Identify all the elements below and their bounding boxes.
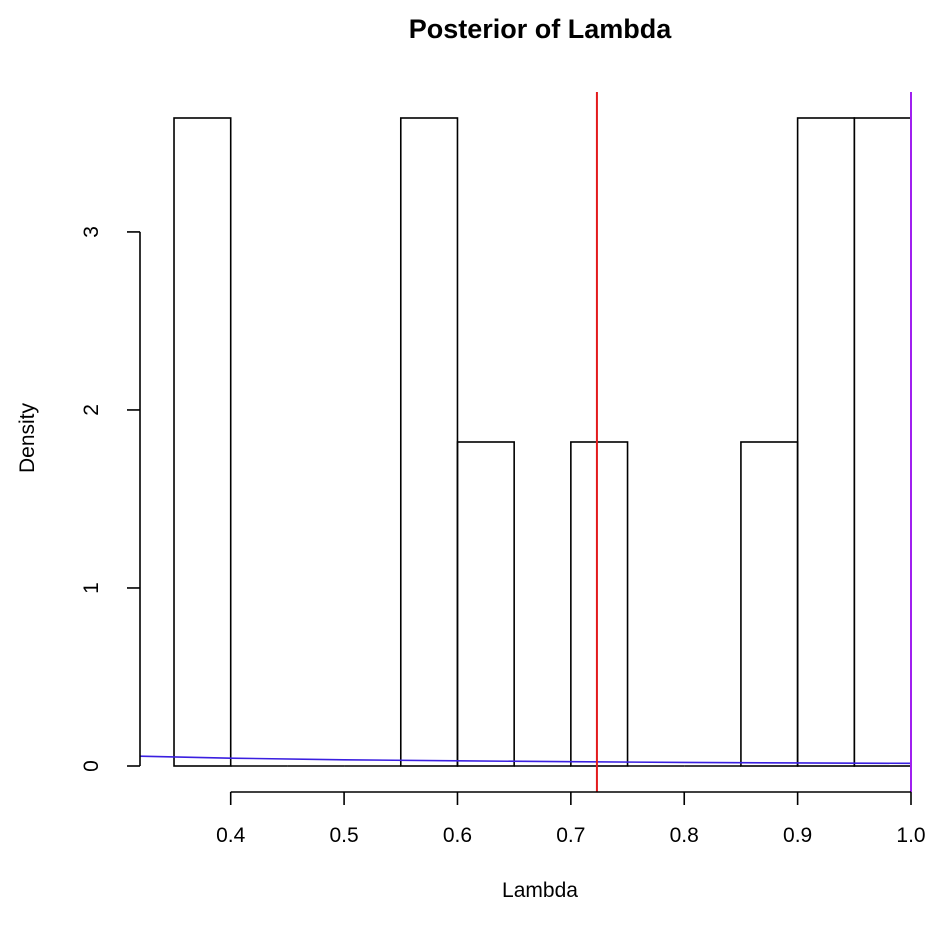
histogram-bar-13 (853, 117, 912, 767)
histogram-bar-5 (399, 117, 459, 767)
x-tick-label: 0.4 (216, 824, 246, 847)
y-tick-label: 2 (80, 404, 103, 416)
y-tick-label: 0 (80, 760, 103, 772)
reference-lines (595, 92, 912, 792)
density-curve-group (139, 755, 912, 765)
histogram-bar-11 (740, 441, 799, 767)
histogram-bar-1 (173, 117, 232, 767)
histogram-bar-12 (796, 117, 856, 767)
histogram-bars (173, 117, 912, 767)
x-axis: 0.4 0.5 0.6 0.7 0.8 0.9 1.0 (216, 791, 926, 847)
x-tick-label: 0.8 (670, 824, 699, 847)
x-tick-label: 0.6 (443, 824, 472, 847)
chart-title: Posterior of Lambda (409, 14, 673, 44)
density-curve (139, 755, 912, 765)
x-tick-label: 1.0 (896, 824, 925, 847)
histogram-bar-8 (570, 441, 629, 767)
x-tick-label: 0.5 (329, 824, 358, 847)
y-tick-label: 3 (80, 226, 103, 238)
x-axis-label: Lambda (502, 879, 578, 902)
y-axis-label: Density (16, 402, 39, 473)
histogram-bar-6 (456, 441, 515, 767)
x-tick-label: 0.7 (556, 824, 585, 847)
y-axis: 0 1 2 3 (80, 226, 141, 772)
x-tick-label: 0.9 (783, 824, 812, 847)
y-tick-label: 1 (80, 582, 103, 594)
